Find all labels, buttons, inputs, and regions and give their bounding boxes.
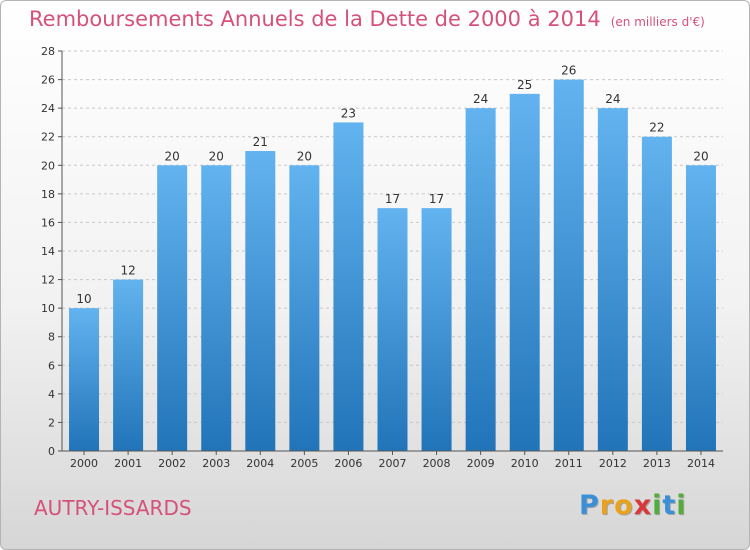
- bars: [69, 79, 716, 452]
- x-tick-label-2004: 2004: [246, 457, 274, 470]
- x-tick-label-2013: 2013: [643, 457, 671, 470]
- y-tick-label: 10: [41, 302, 55, 315]
- logo-letter: P: [579, 490, 600, 521]
- y-tick-label: 14: [41, 245, 55, 258]
- y-tick-label: 0: [48, 445, 55, 458]
- value-label-2006: 23: [341, 106, 356, 120]
- city-name: AUTRY-ISSARDS: [34, 496, 192, 520]
- x-tick-label-2009: 2009: [467, 457, 495, 470]
- x-tick-label-2001: 2001: [114, 457, 142, 470]
- value-label-2002: 20: [165, 149, 180, 163]
- logo-letter: i: [676, 490, 687, 521]
- bar-2013: [641, 136, 672, 451]
- y-tick-label: 28: [41, 45, 55, 58]
- value-label-2010: 25: [517, 78, 532, 92]
- y-tick-label: 4: [48, 388, 55, 401]
- bar-2009: [465, 108, 496, 452]
- value-label-2000: 10: [76, 292, 91, 306]
- y-tick-label: 16: [41, 216, 55, 229]
- bar-2008: [421, 208, 452, 451]
- unit-label: (en milliers d'€): [610, 15, 705, 29]
- bar-2014: [685, 165, 716, 452]
- proxiti-logo: Proxiti: [579, 490, 687, 521]
- y-tick-label: 20: [41, 159, 55, 172]
- logo-letter: i: [652, 490, 663, 521]
- x-tick-label-2002: 2002: [158, 457, 186, 470]
- bar-2006: [333, 122, 364, 451]
- value-label-2001: 12: [120, 264, 135, 278]
- y-tick-label: 22: [41, 131, 55, 144]
- x-tick-label-2006: 2006: [334, 457, 362, 470]
- bar-2000: [69, 308, 100, 451]
- x-tick-label-2012: 2012: [599, 457, 627, 470]
- y-tick-label: 18: [41, 188, 55, 201]
- bar-2010: [509, 93, 540, 451]
- bar-2007: [377, 208, 408, 451]
- bar-2001: [113, 279, 144, 451]
- x-tick-label-2014: 2014: [687, 457, 715, 470]
- y-tick-label: 26: [41, 74, 55, 87]
- y-tick-label: 12: [41, 274, 55, 287]
- x-tick-label-2003: 2003: [202, 457, 230, 470]
- value-label-2004: 21: [253, 135, 268, 149]
- chart-title: Remboursements Annuels de la Dette de 20…: [29, 7, 705, 31]
- x-tick-label-2010: 2010: [511, 457, 539, 470]
- labels: 0246810121416182022242628102000122001202…: [41, 45, 715, 470]
- x-tick-label-2011: 2011: [555, 457, 583, 470]
- value-label-2007: 17: [385, 192, 400, 206]
- logo-letter: r: [599, 490, 615, 521]
- bar-2011: [553, 79, 584, 452]
- value-label-2014: 20: [693, 149, 708, 163]
- axes: [58, 50, 723, 455]
- value-label-2009: 24: [473, 92, 488, 106]
- bar-2004: [245, 151, 276, 451]
- value-label-2011: 26: [561, 64, 576, 78]
- logo-letter: t: [662, 490, 677, 521]
- value-label-2013: 22: [649, 121, 664, 135]
- bar-2005: [289, 165, 320, 452]
- x-tick-label-2005: 2005: [290, 457, 318, 470]
- x-tick-label-2008: 2008: [423, 457, 451, 470]
- value-label-2003: 20: [209, 149, 224, 163]
- y-tick-label: 6: [48, 359, 55, 372]
- value-label-2008: 17: [429, 192, 444, 206]
- value-label-2005: 20: [297, 149, 312, 163]
- logo-letter: o: [614, 490, 634, 521]
- bar-2003: [201, 165, 232, 452]
- bar-2012: [597, 108, 628, 452]
- bar-2002: [157, 165, 188, 452]
- logo-letter: x: [633, 490, 653, 521]
- y-tick-label: 2: [48, 416, 55, 429]
- x-tick-label-2007: 2007: [379, 457, 407, 470]
- y-tick-label: 8: [48, 331, 55, 344]
- value-label-2012: 24: [605, 92, 620, 106]
- y-tick-label: 24: [41, 102, 55, 115]
- chart-title-text: Remboursements Annuels de la Dette de 20…: [29, 7, 601, 31]
- x-tick-label-2000: 2000: [70, 457, 98, 470]
